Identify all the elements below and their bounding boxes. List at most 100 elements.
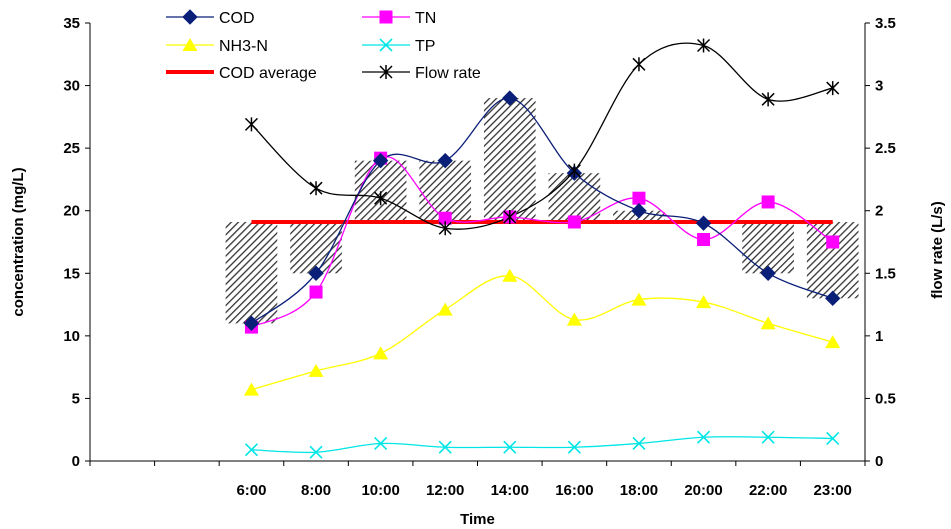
tp-point	[826, 431, 840, 446]
y2-tick-label: 2.5	[875, 140, 896, 157]
legend-nh3-n-label: NH3-N	[219, 38, 268, 55]
y-tick-label: 10	[63, 328, 80, 345]
x-tick-label: 20:00	[684, 482, 722, 499]
y2-axis-label: flow rate (L/s)	[929, 201, 946, 299]
tn-line	[251, 155, 834, 328]
y-tick-label: 30	[63, 78, 80, 95]
cod-point	[372, 152, 389, 169]
cod-point	[243, 315, 260, 332]
tn-point	[826, 235, 840, 249]
legend-tn-marker	[379, 10, 393, 24]
tp-point	[309, 445, 323, 459]
series-lines	[251, 42, 834, 454]
legend-tp-marker	[379, 38, 393, 52]
legend: COD TN NH3-N TP COD average Flow rate	[166, 9, 481, 82]
tp-point	[761, 430, 775, 444]
deviation-bar	[548, 173, 601, 222]
tn-point	[761, 195, 775, 209]
flow-rate-point	[697, 38, 711, 53]
x-tick-label: 14:00	[491, 482, 529, 499]
x-tick-label: 8:00	[301, 482, 331, 499]
y2-tick-label: 1	[875, 328, 883, 345]
legend-cod-marker	[182, 9, 198, 25]
legend-tn-label: TN	[415, 10, 436, 27]
tp-point	[632, 436, 646, 451]
tp-line	[251, 436, 833, 454]
nh3-n-point	[760, 316, 776, 330]
nh3-n-point	[437, 302, 453, 316]
legend-cod-label: COD	[219, 10, 255, 27]
x-tick-label: 10:00	[361, 482, 399, 499]
nh3-n-point	[502, 268, 518, 282]
y2-tick-label: 0	[875, 453, 883, 470]
tn-point	[697, 232, 711, 246]
tp-point	[374, 436, 388, 451]
nh3-n-point	[308, 363, 324, 377]
x-tick-label: 22:00	[749, 482, 787, 499]
tn-point	[438, 211, 452, 225]
deviation-bars	[225, 98, 859, 324]
deviation-bar	[742, 221, 794, 274]
x-tick-label: 12:00	[426, 482, 464, 499]
nh3-n-point	[243, 382, 259, 396]
y2-tick-label: 3.5	[875, 15, 896, 32]
nh3-n-point	[631, 292, 647, 306]
x-axis-label: Time	[460, 511, 495, 528]
cod-point	[631, 203, 647, 219]
legend-cod-average-label: COD average	[219, 65, 317, 82]
legend-flow-rate-label: Flow rate	[415, 65, 481, 82]
tp-point	[244, 443, 259, 457]
nh3-n-point	[696, 295, 712, 309]
nh3-n-line	[251, 275, 833, 391]
flow-rate-point	[438, 221, 452, 236]
tp-point	[696, 430, 711, 444]
y2-tick-label: 3	[875, 78, 883, 95]
deviation-bar	[483, 98, 536, 222]
legend-flow-rate-marker	[379, 65, 393, 79]
flow-rate-point	[567, 163, 581, 178]
nh3-n-point	[566, 312, 582, 326]
axes	[85, 22, 870, 466]
tp-point	[567, 440, 581, 454]
legend-nh3-n-marker	[182, 38, 198, 51]
y-tick-label: 0	[72, 453, 80, 470]
y-tick-label: 15	[63, 265, 80, 282]
tp-point	[438, 440, 452, 454]
tn-point	[567, 215, 581, 229]
y2-tick-label: 1.5	[875, 265, 896, 282]
cod-point	[760, 265, 776, 281]
series-markers	[243, 38, 841, 459]
legend-tp-label: TP	[415, 38, 435, 55]
cod-point	[308, 265, 324, 281]
flow-rate-point	[826, 81, 840, 96]
tp-point	[503, 440, 517, 454]
nh3-n-point	[825, 335, 841, 349]
x-tick-label: 6:00	[236, 482, 266, 499]
cod-point	[695, 215, 712, 231]
flow-rate-point	[244, 117, 258, 132]
deviation-bar	[806, 221, 859, 299]
x-tick-label: 23:00	[814, 482, 852, 499]
tick-labels: 0 5 10 15 20 25 30 35 0 0.5 1 1.5 2 2.5 3 3.5 6:00 8:00 10…	[63, 15, 896, 499]
flow-rate-point	[374, 191, 388, 206]
tn-point	[309, 285, 323, 299]
flow-rate-point	[761, 92, 775, 107]
cod-line	[251, 97, 833, 324]
flow-rate-point	[503, 209, 517, 224]
x-tick-label: 16:00	[555, 482, 593, 499]
x-tick-label: 18:00	[620, 482, 658, 499]
flow-rate-point	[309, 181, 323, 196]
flow-rate-line	[251, 42, 833, 230]
y2-tick-label: 0.5	[875, 390, 896, 407]
nh3-n-point	[373, 346, 389, 360]
y-tick-label: 5	[72, 390, 80, 407]
deviation-bar	[290, 221, 342, 274]
flow-rate-point	[632, 57, 646, 72]
y2-tick-label: 2	[875, 203, 883, 220]
y-tick-label: 20	[63, 203, 80, 220]
y-axis-label: concentration (mg/L)	[10, 167, 27, 316]
cod-point	[825, 290, 841, 307]
y-tick-label: 25	[63, 140, 80, 157]
cod-point	[502, 90, 518, 106]
